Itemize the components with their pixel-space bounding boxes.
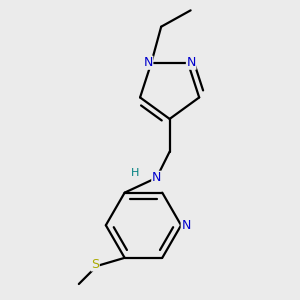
Text: N: N: [187, 56, 196, 69]
Text: N: N: [152, 171, 161, 184]
Text: N: N: [143, 56, 153, 69]
Text: H: H: [131, 168, 140, 178]
Text: N: N: [181, 219, 191, 232]
Text: S: S: [91, 258, 99, 271]
